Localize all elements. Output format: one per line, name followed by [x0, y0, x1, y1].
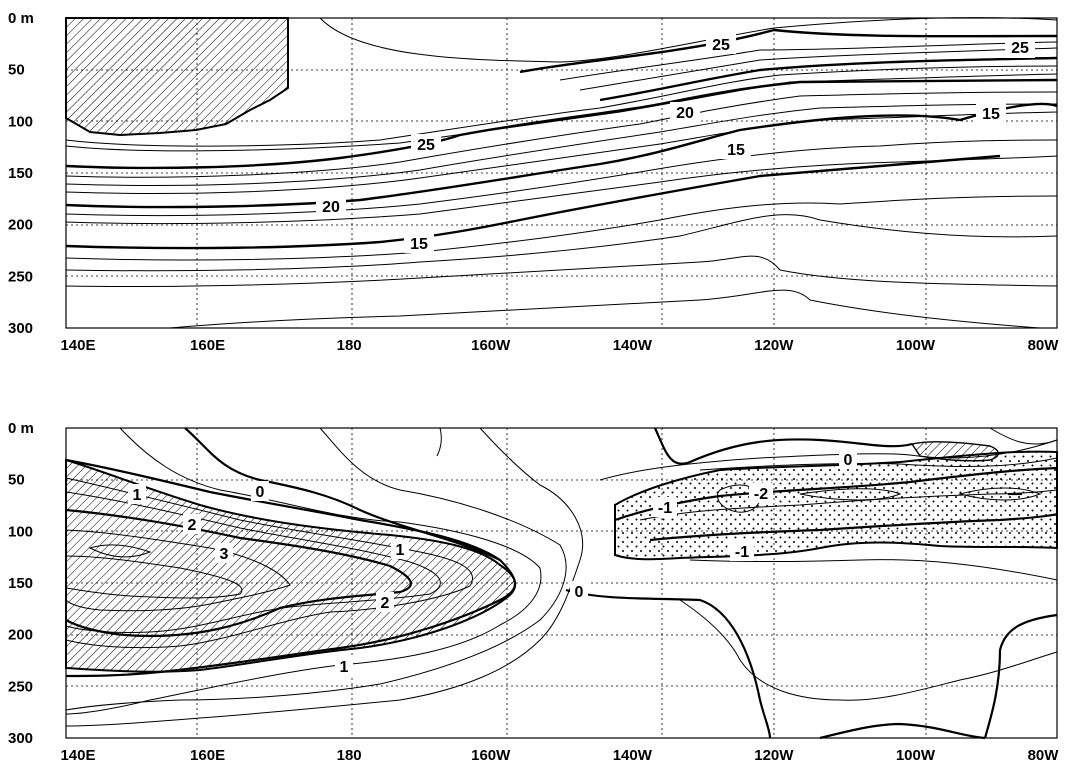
top-y-tick-labels: 0 m 50 100 150 200 250 300 [8, 10, 34, 337]
top-contour-label: 25 [417, 137, 435, 154]
bottom-contour-label: 0 [844, 452, 853, 469]
top-contour-label: 15 [982, 106, 1000, 123]
bottom-contour-label: 2 [381, 595, 390, 612]
bottom-y-tick-label: 100 [8, 523, 33, 540]
bottom-contour-label: -2 [754, 486, 768, 503]
top-y-tick-label: 0 m [8, 10, 34, 27]
bottom-x-tick-labels: 140E 160E 180 160W 140W 120W 100W 80W [60, 747, 1059, 764]
bottom-contour-label: 1 [340, 659, 349, 676]
bottom-y-tick-label: 50 [8, 472, 25, 489]
bottom-plot-frame [65, 427, 1058, 739]
bottom-x-tick-label: 140W [613, 747, 653, 764]
bottom-contour-label: 0 [575, 584, 584, 601]
bottom-x-tick-label: 140E [60, 747, 95, 764]
top-y-tick-label: 300 [8, 320, 33, 337]
top-contours [65, 17, 1058, 329]
top-contour-label: 15 [727, 142, 745, 159]
top-x-tick-label: 160E [190, 337, 225, 354]
bottom-x-tick-label: 160W [471, 747, 511, 764]
top-contour-label: 20 [322, 199, 340, 216]
bottom-x-tick-label: 100W [896, 747, 936, 764]
bottom-x-tick-label: 160E [190, 747, 225, 764]
top-y-tick-label: 200 [8, 217, 33, 234]
top-x-tick-labels: 140E 160E 180 160W 140W 120W 100W 80W [60, 337, 1059, 354]
top-contour-label: 25 [1011, 40, 1029, 57]
top-y-tick-label: 150 [8, 165, 33, 182]
bottom-contour-label: 2 [188, 517, 197, 534]
bottom-y-tick-label: 200 [8, 627, 33, 644]
bottom-y-tick-label: 300 [8, 730, 33, 747]
top-y-tick-label: 50 [8, 62, 25, 79]
top-x-tick-label: 160W [471, 337, 511, 354]
bottom-contour-label: 1 [396, 542, 405, 559]
bottom-x-tick-label: 80W [1028, 747, 1060, 764]
top-x-tick-label: 100W [896, 337, 936, 354]
bottom-y-tick-labels: 0 m 50 100 150 200 250 300 [8, 420, 34, 747]
top-y-tick-label: 100 [8, 113, 33, 130]
top-x-tick-label: 120W [754, 337, 794, 354]
top-panel: 25 25 25 20 20 15 15 15 140E 160E 180 160W 1… [8, 10, 1059, 354]
top-contour-label: 20 [676, 105, 694, 122]
top-contour-label: 15 [410, 236, 428, 253]
top-plot-frame [65, 17, 1058, 329]
top-y-tick-label: 250 [8, 268, 33, 285]
bottom-y-tick-label: 150 [8, 575, 33, 592]
top-hatched-region [65, 17, 289, 137]
top-x-tick-label: 80W [1028, 337, 1060, 354]
top-x-tick-label: 180 [337, 337, 362, 354]
bottom-x-tick-label: 180 [337, 747, 362, 764]
top-x-tick-label: 140E [60, 337, 95, 354]
bottom-stippled-region [614, 450, 1058, 561]
bottom-small-hatched [910, 441, 999, 462]
bottom-panel: 1 2 3 1 2 1 0 0 0 -1 -2 -1 140E 160E 180 16… [8, 420, 1059, 764]
bottom-x-tick-label: 120W [754, 747, 794, 764]
bottom-y-tick-label: 250 [8, 678, 33, 695]
bottom-grid [66, 428, 1057, 738]
bottom-contour-label: -1 [658, 500, 672, 517]
bottom-contour-label: 0 [256, 484, 265, 501]
top-x-tick-label: 140W [613, 337, 653, 354]
bottom-contour-label: -1 [735, 544, 749, 561]
bottom-contours [65, 427, 1058, 740]
top-contour-label: 25 [712, 37, 730, 54]
top-grid [66, 18, 1057, 328]
bottom-contour-label: 3 [220, 546, 229, 563]
bottom-contour-label: 1 [133, 487, 142, 504]
bottom-y-tick-label: 0 m [8, 420, 34, 437]
